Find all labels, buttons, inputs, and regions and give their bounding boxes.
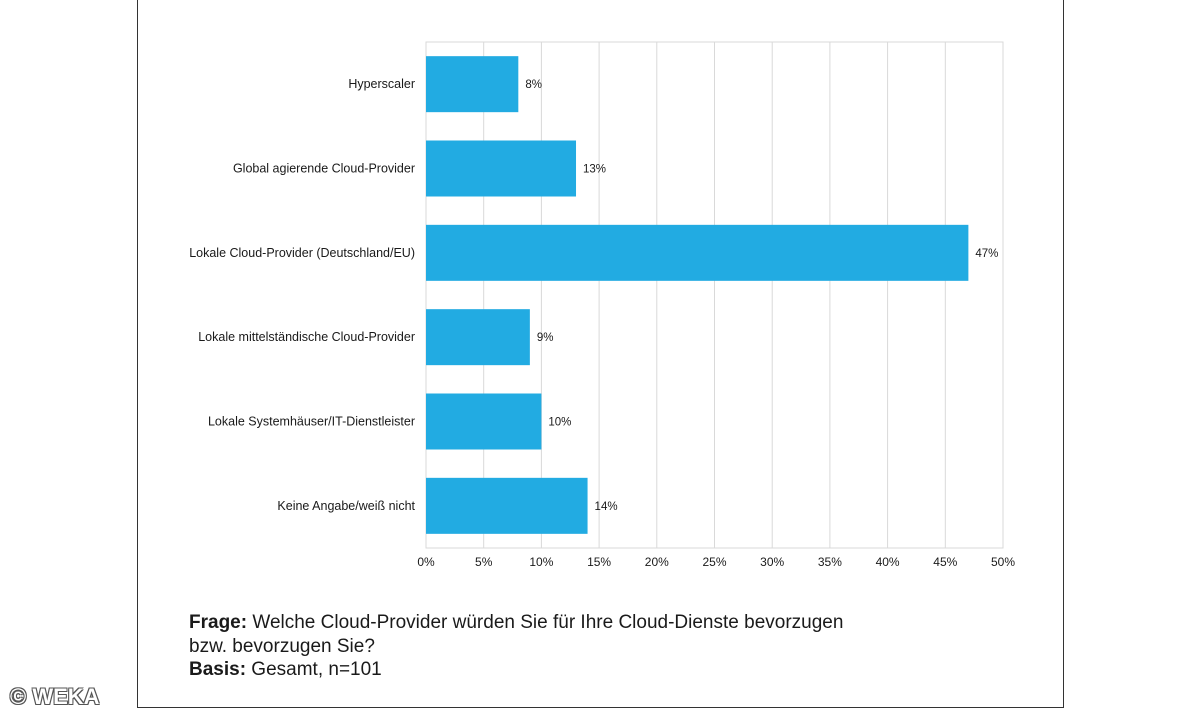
x-tick-label: 10% bbox=[529, 555, 553, 569]
category-label: Keine Angabe/weiß nicht bbox=[277, 499, 415, 513]
question-label: Frage: bbox=[189, 612, 248, 633]
x-tick-label: 20% bbox=[645, 555, 669, 569]
chart-grid bbox=[425, 41, 1004, 549]
bar bbox=[426, 477, 588, 534]
x-tick-label: 50% bbox=[991, 555, 1015, 569]
category-label: Hyperscaler bbox=[348, 77, 415, 91]
x-tick-label: 40% bbox=[876, 555, 900, 569]
x-tick-label: 15% bbox=[587, 555, 611, 569]
chart-caption: Frage: Welche Cloud-Provider würden Sie … bbox=[189, 611, 949, 682]
data-label: 47% bbox=[975, 248, 998, 260]
value-labels: 8% 13% 47% 9% 10% 14% bbox=[525, 79, 998, 513]
data-label: 14% bbox=[595, 501, 618, 513]
question-line: Frage: Welche Cloud-Provider würden Sie … bbox=[189, 611, 949, 635]
x-tick-label: 35% bbox=[818, 555, 842, 569]
question-text: Welche Cloud-Provider würden Sie für Ihr… bbox=[247, 612, 844, 633]
category-label: Lokale mittelständische Cloud-Provider bbox=[198, 330, 415, 344]
x-tick-label: 45% bbox=[933, 555, 957, 569]
basis-label: Basis: bbox=[189, 659, 247, 680]
category-label: Lokale Cloud-Provider (Deutschland/EU) bbox=[189, 246, 415, 260]
x-tick-label: 5% bbox=[475, 555, 493, 569]
question-line-2: bzw. bevorzugen Sie? bbox=[189, 635, 375, 657]
x-tick-labels: 0% 5% 10% 15% 20% 25% 30% 35% 40% 45% 50% bbox=[417, 555, 1015, 569]
bar bbox=[426, 309, 530, 366]
bar bbox=[426, 224, 969, 281]
data-label: 13% bbox=[583, 164, 606, 176]
basis-line: Basis: Gesamt, n=101 bbox=[189, 658, 949, 682]
chart-frame bbox=[137, 0, 1064, 708]
bar bbox=[426, 140, 577, 197]
category-label: Global agierende Cloud-Provider bbox=[233, 162, 415, 176]
weka-watermark: © WEKA bbox=[10, 684, 100, 709]
x-tick-label: 25% bbox=[702, 555, 726, 569]
bar bbox=[426, 56, 519, 113]
category-labels: Hyperscaler Global agierende Cloud-Provid… bbox=[189, 77, 415, 513]
x-tick-label: 0% bbox=[417, 555, 435, 569]
data-label: 8% bbox=[525, 79, 542, 91]
category-label: Lokale Systemhäuser/IT-Dienstleister bbox=[208, 415, 415, 429]
x-tick-label: 30% bbox=[760, 555, 784, 569]
chart-bars bbox=[426, 56, 969, 534]
bar bbox=[426, 393, 542, 450]
data-label: 9% bbox=[537, 332, 554, 344]
data-label: 10% bbox=[548, 417, 571, 429]
basis-text: Gesamt, n=101 bbox=[246, 659, 382, 680]
